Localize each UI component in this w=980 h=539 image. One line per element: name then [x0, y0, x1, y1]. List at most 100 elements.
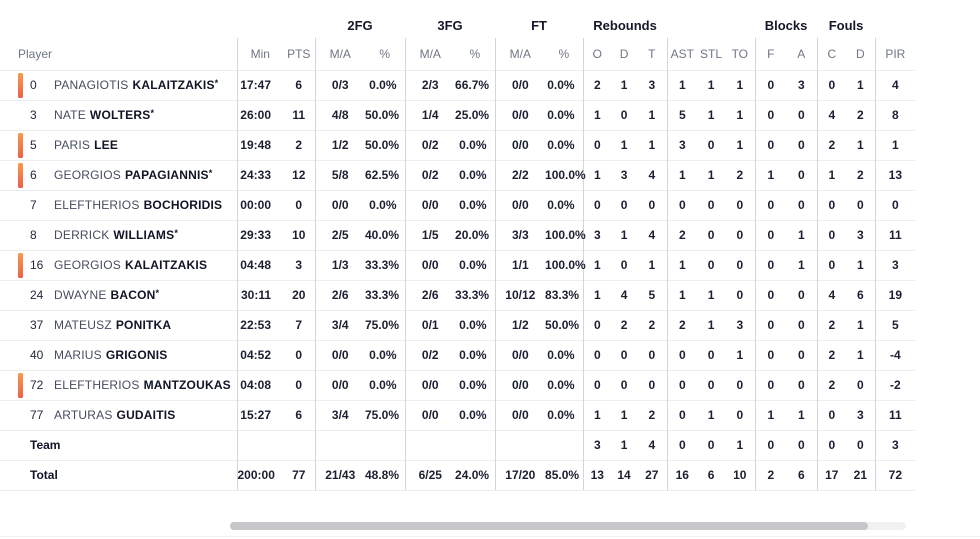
horizontal-scrollbar-track[interactable] — [230, 522, 906, 530]
player-cell[interactable]: 40 MARIUS GRIGONIS — [0, 339, 237, 370]
stat-cell: 12 — [283, 159, 315, 190]
player-cell[interactable]: 3 NATE WOLTERS* — [0, 99, 237, 130]
stat-cell: 0/0 — [404, 369, 456, 400]
stat-cell: 11 — [874, 399, 916, 430]
player-jersey-number: 6 — [30, 168, 37, 182]
stat-cell: 3/3 — [494, 219, 546, 250]
stat-cell: 1/4 — [404, 99, 456, 130]
stat-cell: 40.0% — [365, 219, 406, 250]
stat-cell: 2 — [611, 309, 638, 340]
stat-cell: 00:00 — [236, 189, 283, 220]
stat-cell: 62.5% — [365, 159, 406, 190]
player-row[interactable]: 6 GEORGIOS PAPAGIANNIS* 24:33 12 5/8 62.5% 0/2 0… — [0, 159, 916, 190]
stat-cell: 1 — [846, 69, 876, 100]
stat-cell: 10 — [283, 219, 315, 250]
stat-cell: 2/2 — [494, 159, 546, 190]
total-row-label: Total — [30, 468, 58, 482]
stat-cell: 0 — [786, 429, 818, 460]
team-row-label-cell: Team — [0, 429, 237, 460]
player-cell[interactable]: 77 ARTURAS GUDAITIS — [0, 399, 237, 430]
stat-cell: -2 — [874, 369, 916, 400]
stat-cell: 2 — [582, 69, 612, 100]
stat-cell: 2/3 — [404, 69, 456, 100]
horizontal-scrollbar-thumb[interactable] — [230, 522, 868, 530]
player-first-name: MATEUSZ — [54, 318, 112, 332]
stat-cell: 6 — [283, 399, 315, 430]
player-row[interactable]: 8 DERRICK WILLIAMS* 29:33 10 2/5 40.0% 1/5 20.0%… — [0, 219, 916, 250]
player-jersey-number: 37 — [30, 318, 44, 332]
stat-cell: 4 — [816, 99, 847, 130]
stat-cell: 26:00 — [236, 99, 283, 130]
stat-cell: 0/0 — [494, 129, 546, 160]
player-row[interactable]: 72 ELEFTHERIOS MANTZOUKAS 04:08 0 0/0 0.0% 0/0 0… — [0, 369, 916, 400]
stat-cell: 0 — [582, 129, 612, 160]
stat-cell: 1 — [697, 99, 726, 130]
stat-cell: 0 — [754, 369, 787, 400]
stat-cell: 0 — [725, 189, 756, 220]
stat-cell: 2/6 — [314, 279, 365, 310]
player-last-name: KALAITZAKIS — [132, 78, 215, 92]
stat-cell: 1 — [754, 159, 787, 190]
stat-cell: 75.0% — [365, 399, 406, 430]
stat-cell: 1 — [582, 159, 612, 190]
player-cell[interactable]: 24 DWAYNE BACON* — [0, 279, 237, 310]
stat-cell: 0 — [754, 189, 787, 220]
player-row[interactable]: 16 GEORGIOS KALAITZAKIS 04:48 3 1/3 33.3% 0/0 0.… — [0, 249, 916, 280]
stat-cell: 1 — [637, 249, 668, 280]
player-row[interactable]: 5 PARIS LEE 19:48 2 1/2 50.0% 0/2 0.0% 0/0 0.0% 0 1 1… — [0, 129, 916, 160]
player-row[interactable]: 40 MARIUS GRIGONIS 04:52 0 0/0 0.0% 0/2 0.0% 0/0 0… — [0, 339, 916, 370]
player-cell[interactable]: 37 MATEUSZ PONITKA — [0, 309, 237, 340]
stat-cell: 4 — [637, 219, 668, 250]
player-row[interactable]: 3 NATE WOLTERS* 26:00 11 4/8 50.0% 1/4 25.0% 0/0 0… — [0, 99, 916, 130]
player-jersey-number: 7 — [30, 198, 37, 212]
player-cell[interactable]: 0 PANAGIOTIS KALAITZAKIS* — [0, 69, 237, 100]
player-cell[interactable]: 8 DERRICK WILLIAMS* — [0, 219, 237, 250]
player-row[interactable]: 0 PANAGIOTIS KALAITZAKIS* 17:47 6 0/3 0.0% 2/3 6… — [0, 69, 916, 100]
stat-cell: 1 — [725, 69, 756, 100]
stat-cell: 1 — [697, 69, 726, 100]
stat-cell: 0.0% — [455, 369, 496, 400]
stat-cell: 0/0 — [494, 69, 546, 100]
stat-cell: 5 — [666, 99, 698, 130]
stat-cell: 13 — [874, 159, 916, 190]
player-row[interactable]: 77 ARTURAS GUDAITIS 15:27 6 3/4 75.0% 0/0 0.0% 0/… — [0, 399, 916, 430]
stat-cell — [365, 429, 406, 460]
column-header-row: Player Min PTS M/A% M/A% M/A% O D T AST STL TO F A C D P… — [0, 38, 916, 70]
player-cell[interactable]: 16 GEORGIOS KALAITZAKIS — [0, 249, 237, 280]
stat-cell: 0 — [846, 369, 876, 400]
player-cell[interactable]: 7 ELEFTHERIOS BOCHORIDIS — [0, 189, 237, 220]
stat-cell: 6/25 — [404, 459, 456, 491]
stat-cell: 4 — [874, 69, 916, 100]
stat-cell: 0.0% — [365, 189, 406, 220]
stat-cell: 0.0% — [545, 189, 584, 220]
stat-cell: 75.0% — [365, 309, 406, 340]
stat-cell: 0/2 — [404, 129, 456, 160]
box-score-table: 2FG 3FG FT Rebounds Blocks Fouls Player Min PTS… — [0, 12, 916, 491]
stat-cell: 4 — [637, 429, 668, 460]
stat-cell: 0 — [637, 339, 668, 370]
stat-cell: 0 — [754, 279, 787, 310]
stat-cell: 0.0% — [365, 369, 406, 400]
stat-cell: 0 — [697, 369, 726, 400]
player-cell[interactable]: 6 GEORGIOS PAPAGIANNIS* — [0, 159, 237, 190]
column-header--4: % — [379, 46, 391, 61]
stat-cell: 1 — [725, 339, 756, 370]
stat-cell: 0 — [725, 399, 756, 430]
stat-cell: 50.0% — [365, 129, 406, 160]
stat-cell: 1 — [666, 249, 698, 280]
stat-cell: 0 — [725, 279, 756, 310]
player-cell[interactable]: 72 ELEFTHERIOS MANTZOUKAS — [0, 369, 237, 400]
player-row[interactable]: 24 DWAYNE BACON* 30:11 20 2/6 33.3% 2/6 33.3% 10/… — [0, 279, 916, 310]
stat-cell: 17/20 — [494, 459, 546, 491]
group-header-fouls: Fouls — [828, 17, 864, 33]
column-header-min-1: Min — [236, 38, 283, 70]
player-cell[interactable]: 5 PARIS LEE — [0, 129, 237, 160]
stat-cell: 0.0% — [455, 129, 496, 160]
stat-cell: 0 — [754, 69, 787, 100]
player-row[interactable]: 37 MATEUSZ PONITKA 22:53 7 3/4 75.0% 0/1 0.0% 1/2… — [0, 309, 916, 340]
stat-cell: 1 — [697, 309, 726, 340]
player-row[interactable]: 7 ELEFTHERIOS BOCHORIDIS 00:00 0 0/0 0.0% 0/0 0.… — [0, 189, 916, 220]
stat-cell: 2 — [725, 159, 756, 190]
stat-cell: 4 — [637, 159, 668, 190]
stat-cell: 1 — [666, 279, 698, 310]
